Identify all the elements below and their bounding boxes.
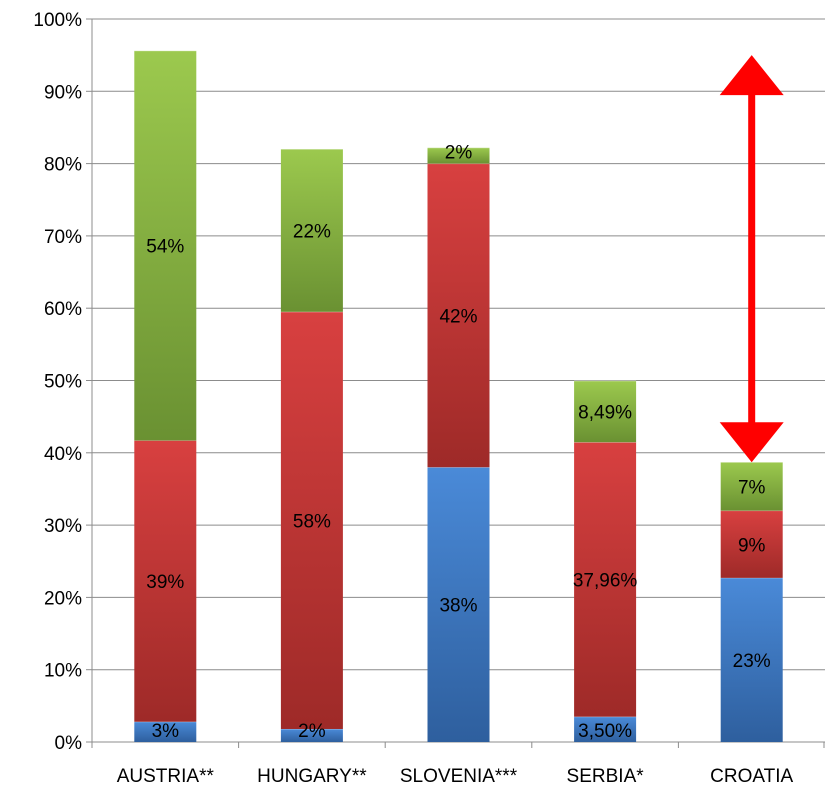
- bar-segment: [280, 311, 343, 729]
- y-tick-label: 80%: [44, 155, 82, 176]
- data-label: 9%: [738, 535, 766, 556]
- bar-segment: [427, 163, 490, 468]
- bar-segment: [720, 462, 783, 511]
- bar-segment: [134, 50, 197, 441]
- tick-labels: 0% 10% 20% 30% 40% 50% 60% 70% 80% 90% 100% AUSTRIA…: [33, 10, 793, 787]
- y-tick-label: 90%: [44, 82, 82, 103]
- data-label: 3%: [152, 721, 180, 742]
- y-tick-label: 30%: [44, 516, 82, 537]
- data-label: 3,50%: [578, 721, 632, 742]
- bar-segment: [427, 147, 490, 164]
- bars: [134, 50, 783, 742]
- bar-segment: [574, 380, 637, 443]
- x-tick-label: AUSTRIA**: [117, 766, 215, 787]
- data-label: 39%: [146, 572, 184, 593]
- bar-segment: [134, 440, 197, 722]
- x-tick-label: SLOVENIA***: [400, 766, 518, 787]
- bar-segment: [280, 728, 343, 742]
- data-label: 7%: [738, 477, 766, 498]
- x-tick-label: CROATIA: [710, 766, 793, 787]
- data-label: 37,96%: [573, 570, 638, 591]
- annotation: [719, 55, 784, 463]
- y-tick-label: 50%: [44, 372, 82, 393]
- data-label: 38%: [439, 596, 477, 617]
- y-tick-label: 60%: [44, 299, 82, 320]
- y-tick-label: 40%: [44, 444, 82, 465]
- x-tick-label: HUNGARY**: [257, 766, 367, 787]
- double-arrow: [719, 55, 784, 463]
- y-tick-label: 0%: [55, 733, 83, 754]
- bar-segment: [720, 510, 783, 578]
- data-label: 8,49%: [578, 403, 632, 424]
- y-tick-label: 70%: [44, 227, 82, 248]
- bar-segment: [427, 467, 490, 742]
- data-label: 2%: [445, 143, 473, 164]
- data-label: 2%: [298, 721, 326, 742]
- bar-segment: [134, 721, 197, 742]
- bar-segment: [280, 149, 343, 312]
- data-label: 42%: [439, 306, 477, 327]
- y-tick-label: 20%: [44, 588, 82, 609]
- data-label: 58%: [293, 511, 331, 532]
- bar-segment: [574, 716, 637, 742]
- data-label: 23%: [733, 651, 771, 672]
- y-tick-label: 10%: [44, 661, 82, 682]
- data-label: 54%: [146, 237, 184, 258]
- y-tick-label: 100%: [33, 10, 82, 31]
- x-tick-label: SERBIA*: [567, 766, 645, 787]
- bar-segment: [720, 577, 783, 742]
- data-label: 22%: [293, 221, 331, 242]
- data-labels: 3% 39% 54% 2% 58% 22% 38% 42% 2% 3,50% 37,96% 8,49%…: [146, 143, 771, 742]
- bar-segment: [574, 442, 637, 717]
